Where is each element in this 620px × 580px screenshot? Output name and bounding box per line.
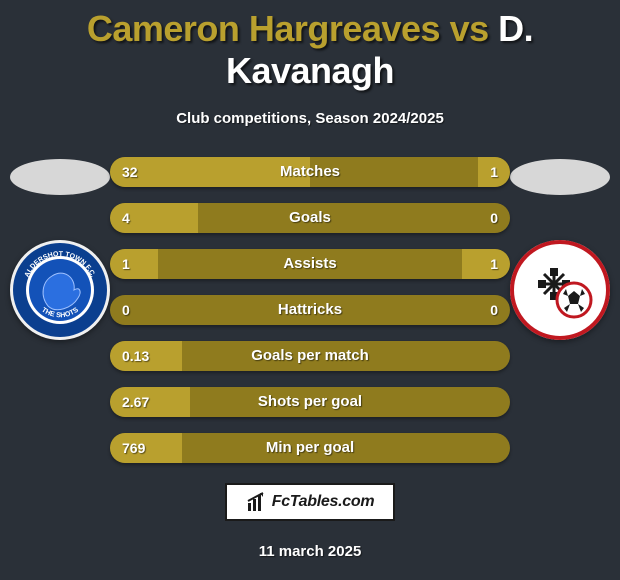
left-column: ALDERSHOT TOWN F.C. THE SHOTS	[5, 157, 115, 340]
brand-text: FcTables.com	[272, 493, 375, 511]
stat-row: 769Min per goal	[110, 433, 510, 463]
brand-logo-icon	[246, 491, 268, 513]
stat-row: 0.13Goals per match	[110, 341, 510, 371]
stat-label: Matches	[110, 157, 510, 187]
stat-label: Assists	[110, 249, 510, 279]
player1-silhouette	[10, 159, 110, 195]
stat-row: 00Hattricks	[110, 295, 510, 325]
stat-rows: 321Matches 40Goals 11Assists 00Hattricks 0.1…	[110, 157, 510, 479]
stat-label: Hattricks	[110, 295, 510, 325]
player2-silhouette	[510, 159, 610, 195]
stat-label: Goals per match	[110, 341, 510, 371]
stat-row: 40Goals	[110, 203, 510, 233]
subtitle: Club competitions, Season 2024/2025	[0, 110, 620, 127]
player1-club-crest: ALDERSHOT TOWN F.C. THE SHOTS	[10, 240, 110, 340]
stat-row: 321Matches	[110, 157, 510, 187]
date: 11 march 2025	[0, 543, 620, 560]
vs-text: vs	[450, 8, 489, 49]
stat-label: Goals	[110, 203, 510, 233]
right-column	[505, 157, 615, 340]
stat-label: Min per goal	[110, 433, 510, 463]
page-title: Cameron Hargreaves vs D. Kavanagh	[0, 0, 620, 92]
stat-row: 11Assists	[110, 249, 510, 279]
stat-label: Shots per goal	[110, 387, 510, 417]
player2-club-crest	[510, 240, 610, 340]
stat-row: 2.67Shots per goal	[110, 387, 510, 417]
player1-name: Cameron Hargreaves	[87, 8, 440, 49]
brand-box: FcTables.com	[225, 483, 395, 521]
comparison-layout: ALDERSHOT TOWN F.C. THE SHOTS	[0, 157, 620, 477]
